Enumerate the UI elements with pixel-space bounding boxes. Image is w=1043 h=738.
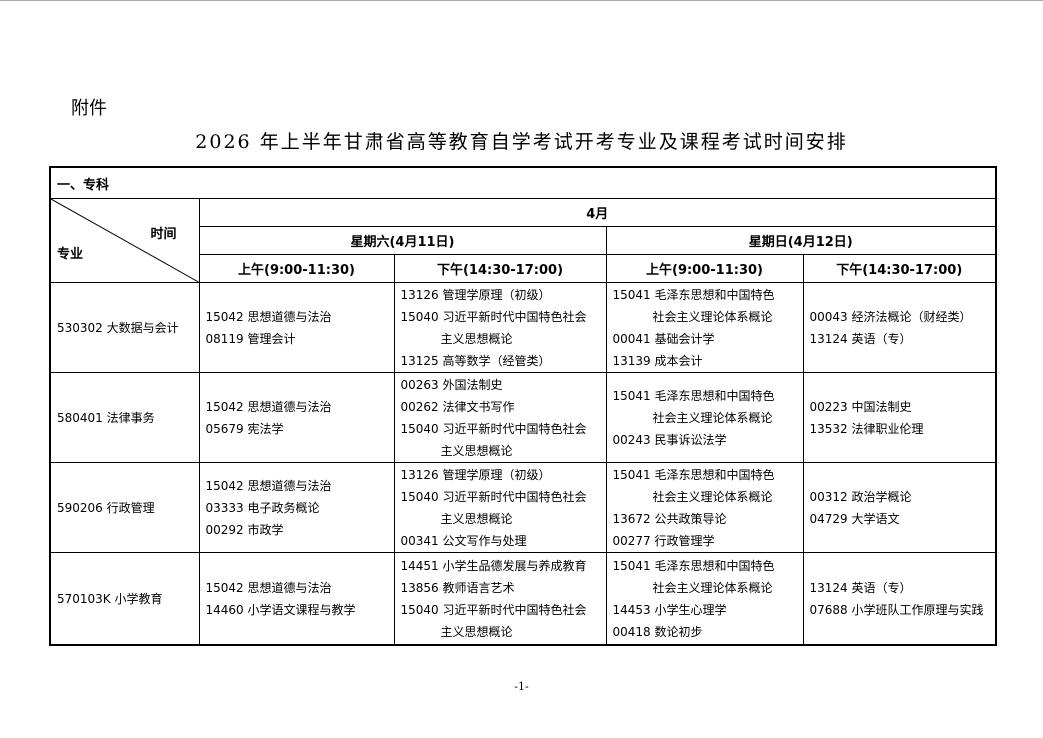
course-item: 13126 管理学原理（初级） xyxy=(400,287,551,302)
course-item: 00277 行政管理学 xyxy=(612,533,715,548)
page-number: -1- xyxy=(514,680,529,693)
attachment-label: 附件 xyxy=(71,98,107,119)
course-item-continuation: 主义思想概论 xyxy=(440,624,513,639)
course-item: 15040 习近平新时代中国特色社会 xyxy=(400,602,587,617)
course-cell: 14451 小学生品德发展与养成教育 13856 教师语言艺术 15040 习近平新… xyxy=(393,552,607,646)
course-item: 00041 基础会计学 xyxy=(612,331,715,346)
header-slot: 上午(9:00-11:30) xyxy=(198,254,395,283)
top-border xyxy=(0,0,1043,1)
course-item: 00263 外国法制史 xyxy=(400,377,503,392)
course-item: 13856 教师语言艺术 xyxy=(400,580,515,595)
course-item: 07688 小学班队工作原理与实践 xyxy=(809,602,984,617)
course-item: 00262 法律文书写作 xyxy=(400,399,515,414)
course-item: 00043 经济法概论（财经类） xyxy=(809,309,972,324)
course-item: 15041 毛泽东思想和中国特色 xyxy=(612,558,775,573)
course-item: 14460 小学语文课程与教学 xyxy=(205,602,356,617)
course-item: 08119 管理会计 xyxy=(205,331,296,346)
page-title: 2026 年上半年甘肃省高等教育自学考试开考专业及课程考试时间安排 xyxy=(195,131,848,153)
course-item: 00223 中国法制史 xyxy=(809,399,912,414)
table-row: 590206 行政管理 15042 思想道德与法治 03333 电子政务概论 0029… xyxy=(49,462,997,553)
course-item-continuation: 主义思想概论 xyxy=(440,331,513,346)
course-item: 13124 英语（专） xyxy=(809,331,912,346)
table-row: 530302 大数据与会计 15042 思想道德与法治 08119 管理会计 1312… xyxy=(49,282,997,373)
course-item: 15040 习近平新时代中国特色社会 xyxy=(400,421,587,436)
diagonal-header-cell: 时间 专业 xyxy=(49,198,200,283)
header-day-saturday: 星期六(4月11日) xyxy=(198,226,607,255)
course-cell: 13124 英语（专） 07688 小学班队工作原理与实践 xyxy=(802,552,997,646)
course-item-continuation: 主义思想概论 xyxy=(440,511,513,526)
schedule-table: 一、专科 时间 专业 4月 星期六(4月11日) 星期日(4月12日) 上午(9… xyxy=(49,166,998,646)
course-item: 15040 习近平新时代中国特色社会 xyxy=(400,309,587,324)
header-day-sunday: 星期日(4月12日) xyxy=(605,226,997,255)
course-item-continuation: 社会主义理论体系概论 xyxy=(652,309,773,324)
course-cell: 15041 毛泽东思想和中国特色社会主义理论体系概论 14453 小学生心理学 00… xyxy=(605,552,804,646)
course-item: 03333 电子政务概论 xyxy=(205,500,320,515)
course-item: 15042 思想道德与法治 xyxy=(205,399,332,414)
course-item: 14453 小学生心理学 xyxy=(612,602,727,617)
course-item: 00312 政治学概论 xyxy=(809,489,912,504)
course-item: 13126 管理学原理（初级） xyxy=(400,467,551,482)
course-item-continuation: 社会主义理论体系概论 xyxy=(652,580,773,595)
course-item: 15042 思想道德与法治 xyxy=(205,478,332,493)
table-row: 570103K 小学教育 15042 思想道德与法治 14460 小学语文课程与教学… xyxy=(49,552,997,646)
course-item: 05679 宪法学 xyxy=(205,421,284,436)
course-cell: 15041 毛泽东思想和中国特色社会主义理论体系概论 13672 公共政策导论 00… xyxy=(605,462,804,553)
course-cell: 00043 经济法概论（财经类） 13124 英语（专） xyxy=(802,282,997,373)
course-cell: 15042 思想道德与法治 05679 宪法学 xyxy=(198,372,395,463)
course-item: 13532 法律职业伦理 xyxy=(809,421,924,436)
course-cell: 13126 管理学原理（初级） 15040 习近平新时代中国特色社会主义思想概论 1… xyxy=(393,282,607,373)
course-item: 13672 公共政策导论 xyxy=(612,511,727,526)
course-cell: 00263 外国法制史 00262 法律文书写作 15040 习近平新时代中国特色社… xyxy=(393,372,607,463)
header-slot: 下午(14:30-17:00) xyxy=(393,254,607,283)
course-item: 15041 毛泽东思想和中国特色 xyxy=(612,467,775,482)
course-item: 00292 市政学 xyxy=(205,522,284,537)
course-item: 15042 思想道德与法治 xyxy=(205,580,332,595)
header-slot: 下午(14:30-17:00) xyxy=(802,254,997,283)
course-item-continuation: 社会主义理论体系概论 xyxy=(652,489,773,504)
course-item: 15041 毛泽东思想和中国特色 xyxy=(612,388,775,403)
course-cell: 15042 思想道德与法治 08119 管理会计 xyxy=(198,282,395,373)
header-month: 4月 xyxy=(198,198,997,227)
major-cell: 590206 行政管理 xyxy=(49,462,200,553)
course-item-continuation: 社会主义理论体系概论 xyxy=(652,410,773,425)
course-item: 13139 成本会计 xyxy=(612,353,703,368)
course-item: 15042 思想道德与法治 xyxy=(205,309,332,324)
course-cell: 15042 思想道德与法治 03333 电子政务概论 00292 市政学 xyxy=(198,462,395,553)
header-time: 时间 xyxy=(150,227,177,242)
major-cell: 530302 大数据与会计 xyxy=(49,282,200,373)
course-item: 00243 民事诉讼法学 xyxy=(612,432,727,447)
course-cell: 13126 管理学原理（初级） 15040 习近平新时代中国特色社会主义思想概论 0… xyxy=(393,462,607,553)
course-item: 14451 小学生品德发展与养成教育 xyxy=(400,558,587,573)
major-cell: 580401 法律事务 xyxy=(49,372,200,463)
course-cell: 15041 毛泽东思想和中国特色社会主义理论体系概论 00041 基础会计学 131… xyxy=(605,282,804,373)
course-item: 15041 毛泽东思想和中国特色 xyxy=(612,287,775,302)
course-item: 00418 数论初步 xyxy=(612,624,703,639)
table-row: 580401 法律事务 15042 思想道德与法治 05679 宪法学 00263 外… xyxy=(49,372,997,463)
section-heading: 一、专科 xyxy=(49,166,997,199)
header-slot: 上午(9:00-11:30) xyxy=(605,254,804,283)
course-item-continuation: 主义思想概论 xyxy=(440,443,513,458)
course-item: 15040 习近平新时代中国特色社会 xyxy=(400,489,587,504)
course-item: 13124 英语（专） xyxy=(809,580,912,595)
course-cell: 00223 中国法制史 13532 法律职业伦理 xyxy=(802,372,997,463)
course-cell: 00312 政治学概论 04729 大学语文 xyxy=(802,462,997,553)
course-item: 04729 大学语文 xyxy=(809,511,900,526)
major-cell: 570103K 小学教育 xyxy=(49,552,200,646)
course-item: 00341 公文写作与处理 xyxy=(400,533,527,548)
header-major: 专业 xyxy=(57,247,84,262)
course-cell: 15042 思想道德与法治 14460 小学语文课程与教学 xyxy=(198,552,395,646)
course-item: 13125 高等数学（经管类） xyxy=(400,353,551,368)
course-cell: 15041 毛泽东思想和中国特色社会主义理论体系概论 00243 民事诉讼法学 xyxy=(605,372,804,463)
